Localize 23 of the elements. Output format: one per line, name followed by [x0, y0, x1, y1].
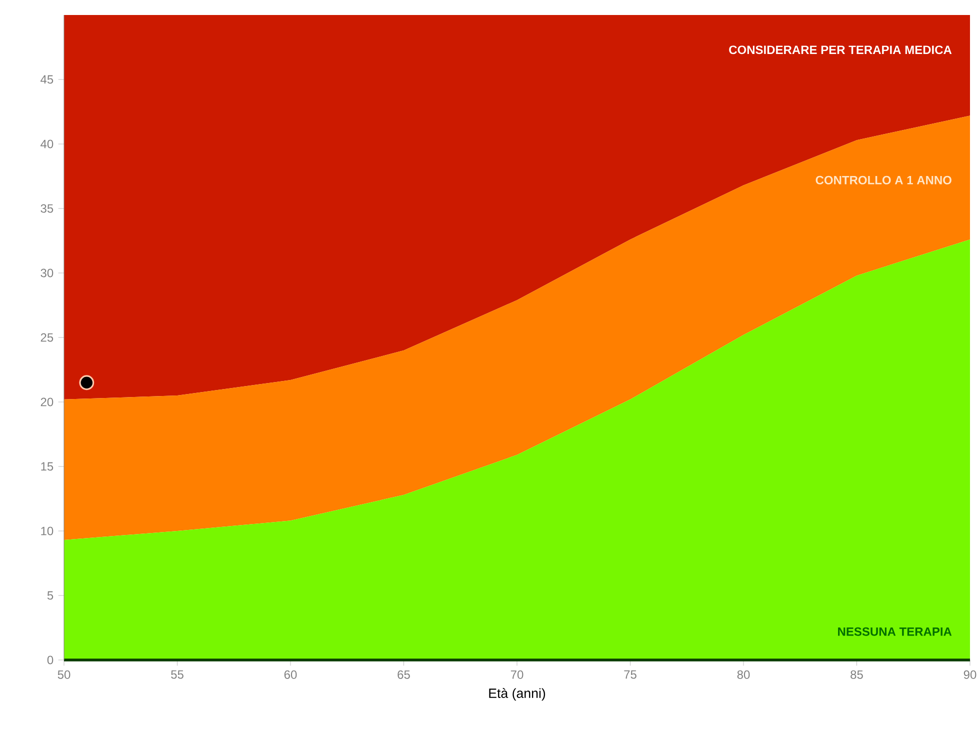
- x-tick-label: 75: [624, 670, 636, 679]
- x-tick-label: 70: [510, 670, 524, 679]
- x-tick-label: 85: [850, 670, 863, 679]
- y-tick-label: 35: [40, 204, 54, 213]
- x-tick-label: 65: [398, 670, 410, 679]
- x-axis-title: Età (anni): [489, 688, 546, 701]
- x-tick-label: 80: [737, 670, 750, 679]
- y-tick-label: 10: [41, 526, 54, 536]
- y-tick-label: 40: [40, 140, 54, 148]
- y-tick-label: 15: [41, 462, 54, 471]
- y-tick-label: 30: [40, 268, 54, 278]
- x-tick-label: 90: [964, 670, 976, 679]
- y-tick-label: 45: [40, 75, 54, 84]
- y-tick-label: 0: [47, 656, 54, 664]
- annotation: NESSUNA TERAPIA: [838, 627, 952, 636]
- x-tick-label: 55: [171, 670, 184, 679]
- y-tick-label: 25: [40, 333, 54, 342]
- x-tick-label: 50: [58, 670, 70, 679]
- annotation: CONSIDERARE PER TERAPIA MEDICA: [729, 46, 952, 54]
- y-tick-label: 5: [47, 591, 54, 600]
- x-tick-label: 60: [284, 670, 297, 679]
- annotation: CONTROLLO A 1 ANNO: [816, 176, 952, 184]
- y-tick-label: 20: [40, 398, 54, 406]
